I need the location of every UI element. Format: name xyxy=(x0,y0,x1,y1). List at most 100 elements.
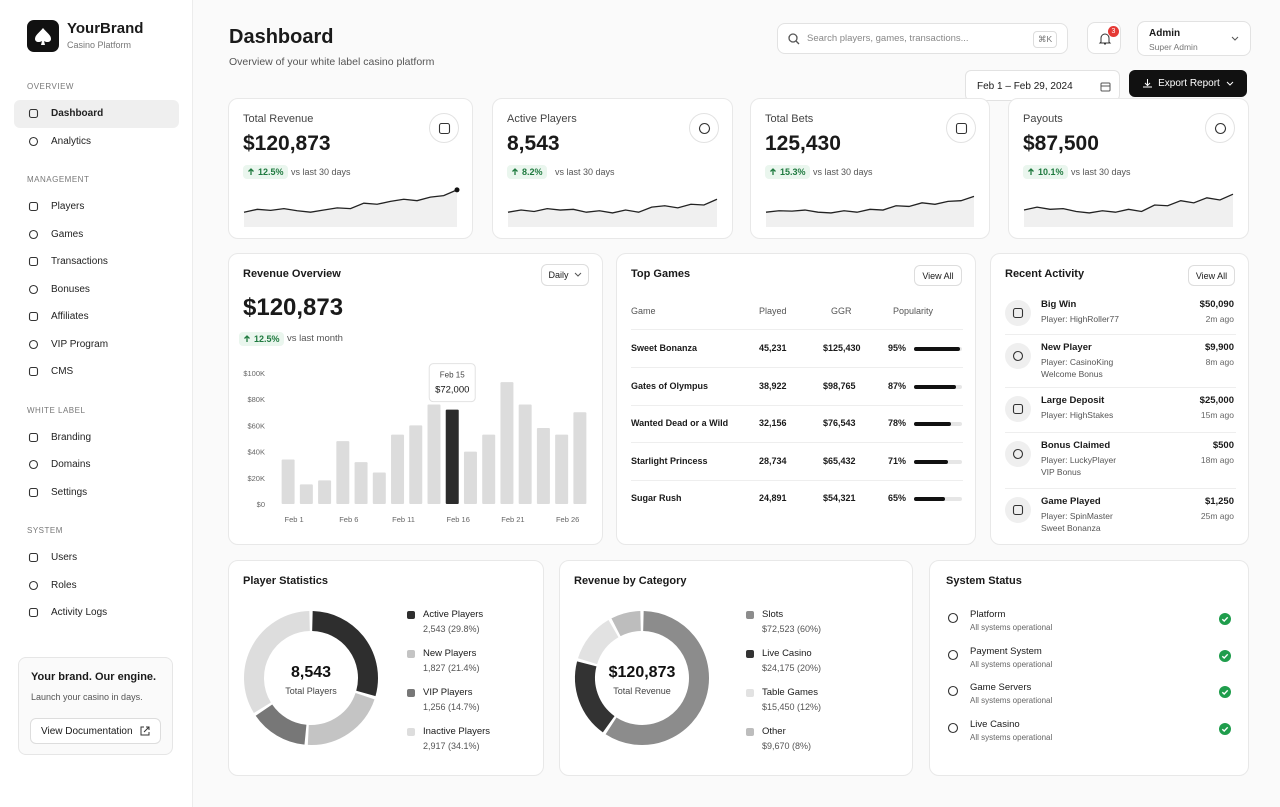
stat-icon xyxy=(1205,113,1235,143)
stat-value: 8,543 xyxy=(507,132,560,155)
stat-value: $87,500 xyxy=(1023,132,1099,155)
nav-item[interactable]: Branding xyxy=(14,424,179,452)
game-name: Sugar Rush xyxy=(631,493,682,503)
external-icon xyxy=(140,726,150,736)
game-popularity: 71% xyxy=(888,455,907,466)
section-title: SYSTEM xyxy=(27,526,63,535)
activity-amount: $50,090 xyxy=(1199,299,1234,310)
stat-compare: vs last 30 days xyxy=(555,167,615,177)
nav-item[interactable]: Transactions xyxy=(14,248,179,276)
icon-shape xyxy=(28,432,39,442)
nav-item[interactable]: Games xyxy=(14,221,179,249)
y-tick-label: $0 xyxy=(257,500,265,509)
y-tick-label: $20K xyxy=(247,474,265,483)
center-value: $120,873 xyxy=(609,664,676,681)
page-subtitle: Overview of your white label casino plat… xyxy=(229,56,435,68)
game-name: Wanted Dead or a Wild xyxy=(631,418,729,428)
icon-shape xyxy=(28,339,39,349)
icon-shape xyxy=(1214,122,1227,135)
notifications[interactable]: 3 xyxy=(1087,22,1121,54)
game-name: Sweet Bonanza xyxy=(631,343,698,353)
icon xyxy=(1012,504,1024,516)
stat-card: Active Players 8,543 8.2% vs last 30 days xyxy=(492,98,733,239)
row-divider xyxy=(1005,488,1236,489)
card-title: Revenue Overview xyxy=(243,268,341,280)
stat-icon xyxy=(429,113,459,143)
nav-label: Domains xyxy=(51,459,91,471)
revenue-compare: vs last month xyxy=(287,333,343,344)
export-button[interactable]: Export Report xyxy=(1129,70,1247,97)
nav-item[interactable]: Roles xyxy=(14,572,179,600)
game-name: Gates of Olympus xyxy=(631,380,709,391)
nav-label: CMS xyxy=(51,366,74,378)
change-value: 15.3% xyxy=(780,167,806,177)
icon-shape xyxy=(438,122,451,135)
period-button[interactable]: Daily xyxy=(541,264,589,286)
tooltip-value: $72,000 xyxy=(435,385,469,396)
activity-icon xyxy=(1005,343,1031,369)
nav-item[interactable]: Activity Logs xyxy=(14,599,179,627)
change-pill: 12.5% xyxy=(243,165,288,179)
up-arrow xyxy=(770,168,776,175)
nav-item[interactable]: Analytics xyxy=(14,128,179,156)
nav: OVERVIEW Dashboard Analytics MANAGEMENT Play… xyxy=(0,80,193,627)
promo-button[interactable]: View Documentation xyxy=(30,718,161,744)
status-check xyxy=(1219,613,1231,625)
icon xyxy=(28,487,39,497)
nav-section: OVERVIEW Dashboard Analytics xyxy=(0,80,193,155)
nav-item[interactable]: Domains xyxy=(14,451,179,479)
icon-shape xyxy=(28,553,39,563)
legend-name: New Players xyxy=(423,648,477,659)
status-name: Platform xyxy=(970,609,1006,620)
icon xyxy=(28,202,39,212)
top-games-card: Top Games View All Game Played GGR Popularity… xyxy=(616,253,976,545)
nav-section: MANAGEMENT Players Games Transactions Bonuse… xyxy=(0,173,193,386)
legend-value: $72,523 (60%) xyxy=(762,624,822,634)
bar xyxy=(536,428,550,504)
search[interactable]: Search players, games, transactions... ⌘… xyxy=(777,23,1068,54)
icon xyxy=(28,553,39,563)
legend-name: VIP Players xyxy=(423,687,473,698)
search-placeholder: Search players, games, transactions... xyxy=(807,33,969,44)
legend-name: Table Games xyxy=(762,687,818,698)
shortcut: ⌘K xyxy=(1033,31,1058,48)
game-ggr: $65,432 xyxy=(823,455,856,466)
nav-item[interactable]: Settings xyxy=(14,479,179,507)
game-played: 32,156 xyxy=(759,418,787,428)
view-all[interactable]: View All xyxy=(1188,265,1235,286)
nav-item[interactable]: CMS xyxy=(14,358,179,386)
icon-shape xyxy=(1012,307,1024,319)
sparkline-line xyxy=(1023,193,1234,214)
nav-item[interactable]: Bonuses xyxy=(14,276,179,304)
activity-title: Bonus Claimed xyxy=(1041,440,1111,451)
nav-item[interactable]: Dashboard xyxy=(14,100,179,128)
nav-item[interactable]: Users xyxy=(14,544,179,572)
nav-item[interactable]: Players xyxy=(14,193,179,221)
bar xyxy=(427,404,441,504)
date-range[interactable]: Feb 1 – Feb 29, 2024 xyxy=(965,70,1120,101)
user-menu[interactable]: Admin Super Admin xyxy=(1137,21,1251,56)
icon-shape xyxy=(947,649,959,660)
activity-time: 8m ago xyxy=(1205,357,1234,367)
stat-card: Total Revenue $120,873 12.5% vs last 30 day… xyxy=(228,98,473,239)
icon xyxy=(28,284,39,294)
icon-shape xyxy=(28,229,39,239)
nav-item[interactable]: Affiliates xyxy=(14,303,179,331)
activity-amount: $25,000 xyxy=(1199,395,1234,406)
bar xyxy=(555,434,569,504)
sparkline xyxy=(765,195,975,227)
icon-shape xyxy=(28,460,39,470)
activity-title: Big Win xyxy=(1041,299,1077,310)
view-all[interactable]: View All xyxy=(914,265,962,286)
popularity-bar xyxy=(914,384,956,389)
bar xyxy=(445,409,459,504)
status-text: All systems operational xyxy=(970,732,1053,742)
bar xyxy=(372,472,386,504)
game-played: 28,734 xyxy=(759,455,787,466)
view-all-label: View All xyxy=(922,270,954,281)
change-pill: 8.2% xyxy=(507,165,547,179)
game-played: 45,231 xyxy=(759,343,787,353)
x-tick-label: Feb 21 xyxy=(501,515,524,524)
section-title: MANAGEMENT xyxy=(27,175,90,184)
nav-item[interactable]: VIP Program xyxy=(14,331,179,359)
